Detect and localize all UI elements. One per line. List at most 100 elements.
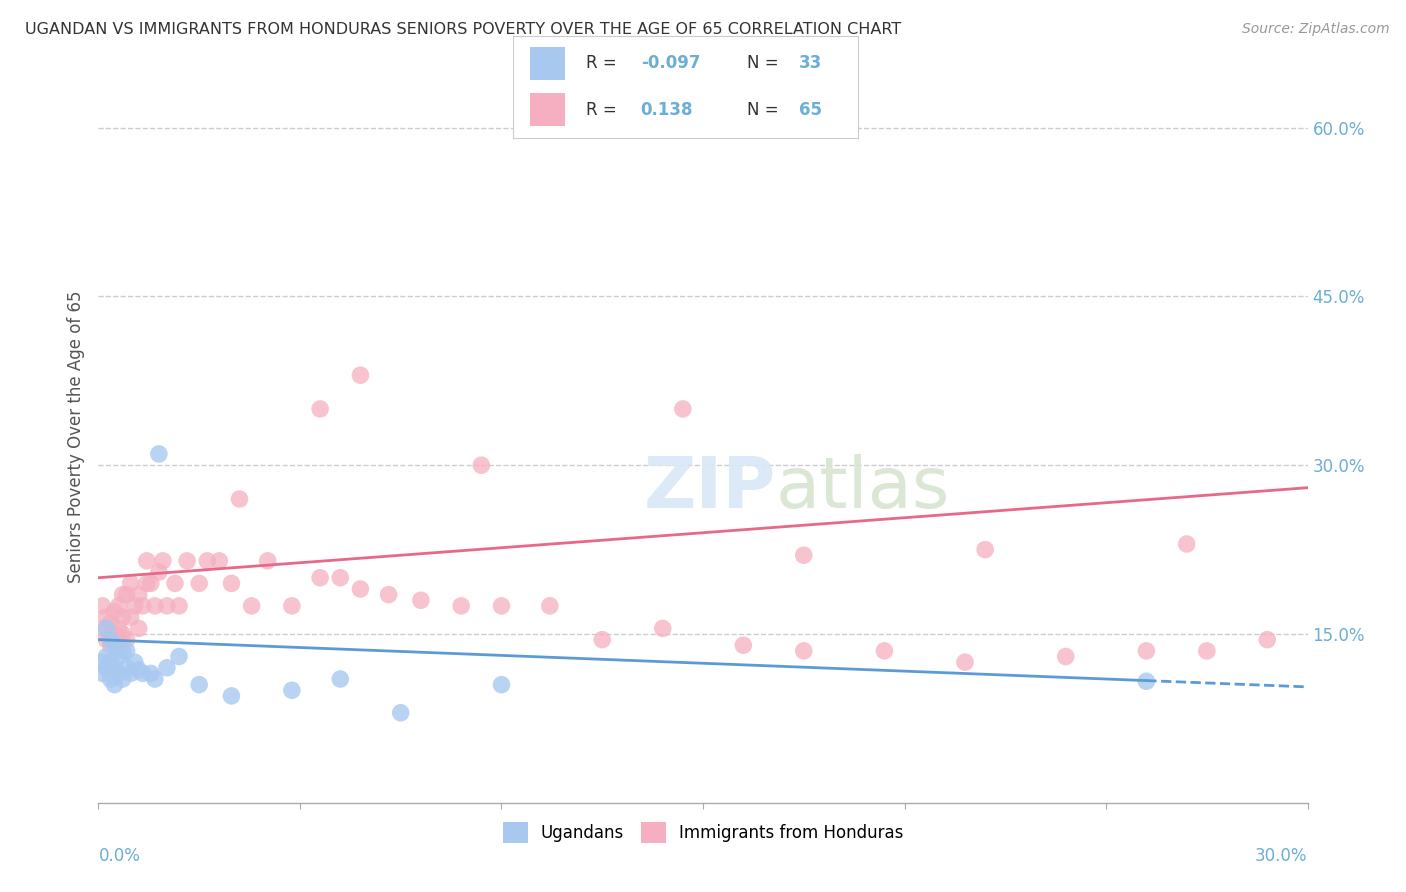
- Text: 33: 33: [799, 54, 823, 72]
- Point: [91, 655, 114, 669]
- Text: 30.0%: 30.0%: [1256, 847, 1308, 864]
- Point: [96, 610, 118, 624]
- Point: [139, 576, 162, 591]
- Point: [221, 689, 243, 703]
- Point: [96, 661, 118, 675]
- Point: [100, 655, 122, 669]
- Point: [100, 638, 122, 652]
- Point: [107, 632, 129, 647]
- Point: [1135, 674, 1157, 689]
- Point: [470, 458, 492, 473]
- Point: [329, 571, 352, 585]
- Point: [120, 576, 142, 591]
- Point: [873, 644, 896, 658]
- Point: [221, 576, 243, 591]
- Point: [124, 599, 146, 613]
- Point: [96, 649, 118, 664]
- Point: [1054, 649, 1077, 664]
- Point: [91, 599, 114, 613]
- Text: 0.0%: 0.0%: [98, 847, 141, 864]
- Point: [672, 401, 695, 416]
- Text: N =: N =: [748, 54, 785, 72]
- Point: [1256, 632, 1278, 647]
- Point: [450, 599, 472, 613]
- Point: [115, 661, 138, 675]
- Point: [100, 632, 122, 647]
- Text: R =: R =: [585, 54, 621, 72]
- Point: [156, 599, 179, 613]
- Point: [115, 632, 138, 647]
- Point: [349, 368, 371, 383]
- Point: [953, 655, 976, 669]
- Point: [793, 644, 815, 658]
- Point: [120, 610, 142, 624]
- Point: [111, 672, 134, 686]
- Text: N =: N =: [748, 101, 785, 119]
- Point: [135, 554, 157, 568]
- Point: [591, 632, 613, 647]
- Point: [167, 649, 190, 664]
- Point: [281, 599, 304, 613]
- Point: [538, 599, 561, 613]
- Point: [107, 599, 129, 613]
- Point: [240, 599, 263, 613]
- Point: [163, 576, 186, 591]
- Point: [100, 672, 122, 686]
- Point: [156, 661, 179, 675]
- Point: [91, 621, 114, 635]
- Point: [148, 565, 170, 579]
- Point: [152, 554, 174, 568]
- Point: [1135, 644, 1157, 658]
- Point: [115, 588, 138, 602]
- Point: [115, 644, 138, 658]
- Point: [188, 678, 211, 692]
- Point: [309, 401, 332, 416]
- Point: [103, 605, 125, 619]
- Point: [377, 588, 399, 602]
- Point: [409, 593, 432, 607]
- Point: [309, 571, 332, 585]
- Point: [143, 599, 166, 613]
- Point: [111, 588, 134, 602]
- Point: [195, 554, 218, 568]
- Point: [208, 554, 231, 568]
- Text: UGANDAN VS IMMIGRANTS FROM HONDURAS SENIORS POVERTY OVER THE AGE OF 65 CORRELATI: UGANDAN VS IMMIGRANTS FROM HONDURAS SENI…: [25, 22, 901, 37]
- Point: [281, 683, 304, 698]
- Text: -0.097: -0.097: [641, 54, 700, 72]
- Point: [135, 576, 157, 591]
- Point: [491, 678, 513, 692]
- Point: [143, 672, 166, 686]
- Point: [100, 615, 122, 630]
- Y-axis label: Seniors Poverty Over the Age of 65: Seniors Poverty Over the Age of 65: [66, 291, 84, 583]
- Point: [128, 621, 150, 635]
- Point: [733, 638, 755, 652]
- Point: [96, 632, 118, 647]
- Point: [228, 491, 250, 506]
- Text: ZIP: ZIP: [644, 454, 776, 523]
- Point: [188, 576, 211, 591]
- Point: [1195, 644, 1218, 658]
- Point: [107, 666, 129, 681]
- Point: [1175, 537, 1198, 551]
- Point: [128, 588, 150, 602]
- Point: [103, 678, 125, 692]
- Point: [107, 649, 129, 664]
- Point: [793, 548, 815, 562]
- Bar: [530, 93, 565, 126]
- Point: [120, 666, 142, 681]
- Point: [651, 621, 673, 635]
- Text: 65: 65: [799, 101, 823, 119]
- Point: [139, 666, 162, 681]
- Point: [132, 599, 155, 613]
- Text: 0.138: 0.138: [641, 101, 693, 119]
- Point: [132, 666, 155, 681]
- Bar: [530, 47, 565, 79]
- Point: [176, 554, 198, 568]
- Point: [111, 627, 134, 641]
- Point: [256, 554, 278, 568]
- Point: [974, 542, 997, 557]
- Point: [103, 627, 125, 641]
- Legend: Ugandans, Immigrants from Honduras: Ugandans, Immigrants from Honduras: [496, 815, 910, 849]
- Point: [103, 638, 125, 652]
- Point: [128, 663, 150, 677]
